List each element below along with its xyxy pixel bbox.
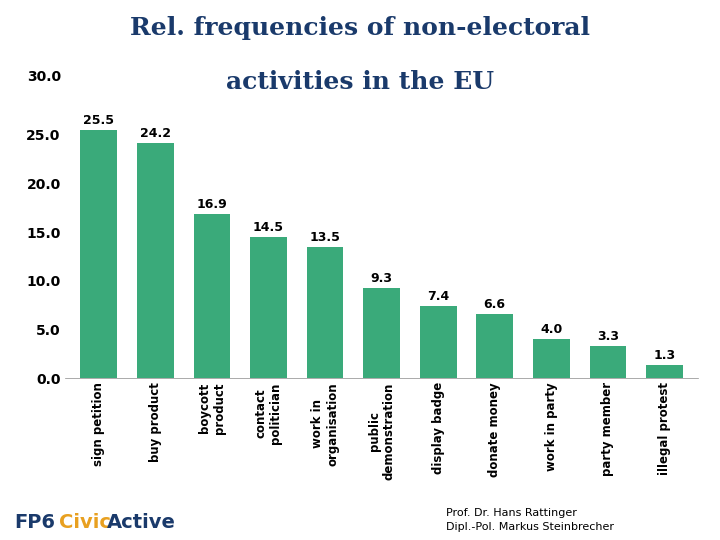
Bar [307, 247, 343, 378]
Bar [590, 346, 626, 378]
Bar [137, 143, 174, 378]
Text: 6.6: 6.6 [484, 298, 505, 311]
Bar [477, 314, 513, 378]
Text: 3.3: 3.3 [597, 330, 619, 343]
Text: Prof. Dr. Hans Rattinger: Prof. Dr. Hans Rattinger [446, 508, 577, 518]
Text: 13.5: 13.5 [310, 231, 341, 244]
Text: 16.9: 16.9 [197, 198, 228, 211]
Text: 9.3: 9.3 [371, 272, 392, 285]
Text: activities in the EU: activities in the EU [226, 70, 494, 94]
Text: Rel. frequencies of non-electoral: Rel. frequencies of non-electoral [130, 16, 590, 40]
Text: Dipl.-Pol. Markus Steinbrecher: Dipl.-Pol. Markus Steinbrecher [446, 522, 614, 532]
Bar [646, 366, 683, 378]
Text: 14.5: 14.5 [253, 221, 284, 234]
Text: 7.4: 7.4 [427, 290, 449, 303]
Bar [533, 339, 570, 378]
Bar [81, 130, 117, 378]
Bar [420, 306, 456, 378]
Text: 4.0: 4.0 [540, 323, 562, 336]
Text: FP6: FP6 [14, 513, 55, 532]
Text: 24.2: 24.2 [140, 127, 171, 140]
Bar [194, 214, 230, 378]
Text: Active: Active [107, 513, 176, 532]
Text: Civic: Civic [59, 513, 111, 532]
Text: 30.0: 30.0 [27, 70, 61, 84]
Text: 25.5: 25.5 [84, 114, 114, 127]
Bar [250, 237, 287, 378]
Bar [363, 288, 400, 378]
Text: 1.3: 1.3 [653, 349, 675, 362]
